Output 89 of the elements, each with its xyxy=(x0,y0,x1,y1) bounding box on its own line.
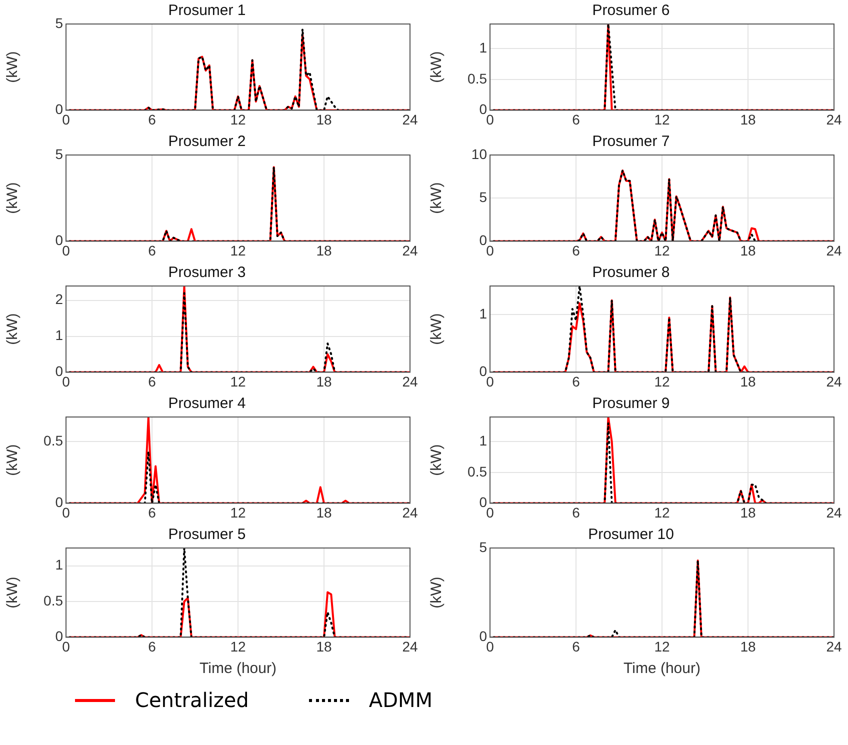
x-tick-label: 6 xyxy=(572,638,580,654)
x-tick-label: 24 xyxy=(402,111,418,128)
chart-title: Prosumer 2 xyxy=(168,133,246,150)
y-tick-label: 1 xyxy=(55,556,64,573)
x-tick-label: 12 xyxy=(654,373,670,390)
y-tick-label: 0 xyxy=(479,101,488,118)
x-tick-label: 12 xyxy=(654,504,670,520)
y-tick-label: 0 xyxy=(479,232,488,248)
y-tick-label: 2 xyxy=(55,291,64,308)
chart-title: Prosumer 7 xyxy=(592,133,670,150)
x-tick-label: 24 xyxy=(826,242,842,258)
x-tick-label: 18 xyxy=(740,504,756,520)
x-tick-label: 6 xyxy=(148,242,156,258)
y-axis-title: (kW) xyxy=(428,444,446,476)
y-tick-label: 0 xyxy=(55,363,64,380)
y-tick-label: 5 xyxy=(55,146,64,162)
y-tick-label: 0 xyxy=(479,494,488,510)
x-tick-label: 6 xyxy=(148,111,156,128)
x-tick-label: 12 xyxy=(654,638,670,654)
y-tick-label: 0 xyxy=(479,363,488,380)
x-tick-label: 18 xyxy=(316,373,332,390)
x-tick-label: 6 xyxy=(148,504,156,520)
chart-title: Prosumer 5 xyxy=(168,526,246,544)
x-tick-label: 12 xyxy=(230,242,246,258)
y-axis-title: (kW) xyxy=(428,182,446,214)
legend-label: Centralized xyxy=(135,688,249,712)
y-tick-label: 0.5 xyxy=(468,463,488,480)
x-tick-label: 12 xyxy=(230,111,246,128)
x-tick-label: 24 xyxy=(826,504,842,520)
y-tick-label: 5 xyxy=(479,538,488,555)
y-tick-label: 0 xyxy=(55,101,64,118)
y-axis-title: (kW) xyxy=(428,51,446,83)
x-tick-label: 18 xyxy=(316,111,332,128)
x-tick-label: 6 xyxy=(148,638,156,654)
chart-title: Prosumer 10 xyxy=(588,526,674,544)
x-tick-label: 6 xyxy=(572,242,580,258)
y-tick-label: 1 xyxy=(479,432,488,448)
y-tick-label: 1 xyxy=(55,327,64,344)
x-tick-label: 24 xyxy=(826,111,842,128)
y-axis-title: (kW) xyxy=(428,576,446,608)
chart-title: Prosumer 9 xyxy=(592,395,670,412)
x-tick-label: 12 xyxy=(230,504,246,520)
x-axis-title: Time (hour) xyxy=(200,660,276,678)
y-axis-title: (kW) xyxy=(4,182,22,214)
x-tick-label: 24 xyxy=(826,373,842,390)
y-tick-label: 1 xyxy=(479,39,488,56)
chart-title: Prosumer 8 xyxy=(592,264,670,282)
x-axis-title: Time (hour) xyxy=(624,660,700,678)
x-tick-label: 24 xyxy=(402,504,418,520)
x-tick-label: 18 xyxy=(316,504,332,520)
x-tick-label: 18 xyxy=(316,638,332,654)
y-tick-label: 5 xyxy=(55,14,64,31)
y-axis-title: (kW) xyxy=(4,576,22,608)
x-tick-label: 24 xyxy=(402,638,418,654)
chart-title: Prosumer 3 xyxy=(168,264,246,282)
y-axis-title: (kW) xyxy=(428,313,446,345)
x-tick-label: 12 xyxy=(654,242,670,258)
y-axis-title: (kW) xyxy=(4,313,22,345)
x-tick-label: 6 xyxy=(572,111,580,128)
x-tick-label: 12 xyxy=(230,638,246,654)
x-tick-label: 12 xyxy=(654,111,670,128)
chart-title: Prosumer 1 xyxy=(168,2,246,20)
x-tick-label: 18 xyxy=(740,373,756,390)
y-tick-label: 5 xyxy=(479,188,488,205)
x-tick-label: 18 xyxy=(740,638,756,654)
x-tick-label: 18 xyxy=(316,242,332,258)
y-tick-label: 0.5 xyxy=(44,592,64,608)
x-tick-label: 12 xyxy=(230,373,246,390)
x-tick-label: 18 xyxy=(740,242,756,258)
chart-title: Prosumer 4 xyxy=(168,395,246,412)
x-tick-label: 24 xyxy=(402,242,418,258)
x-tick-label: 6 xyxy=(148,373,156,390)
y-tick-label: 0 xyxy=(55,628,64,644)
legend-label: ADMM xyxy=(368,688,432,712)
y-tick-label: 0 xyxy=(55,494,64,510)
y-tick-label: 0 xyxy=(479,628,488,644)
x-tick-label: 18 xyxy=(740,111,756,128)
x-tick-label: 6 xyxy=(572,504,580,520)
chart-title: Prosumer 6 xyxy=(592,2,670,20)
x-tick-label: 24 xyxy=(826,638,842,654)
x-tick-label: 24 xyxy=(402,373,418,390)
y-tick-label: 0.5 xyxy=(468,70,488,86)
y-tick-label: 0.5 xyxy=(44,432,64,448)
y-tick-label: 1 xyxy=(479,306,488,322)
y-tick-label: 0 xyxy=(55,232,64,248)
x-tick-label: 6 xyxy=(572,373,580,390)
y-axis-title: (kW) xyxy=(4,51,22,83)
y-axis-title: (kW) xyxy=(4,444,22,476)
y-tick-label: 10 xyxy=(471,146,488,162)
